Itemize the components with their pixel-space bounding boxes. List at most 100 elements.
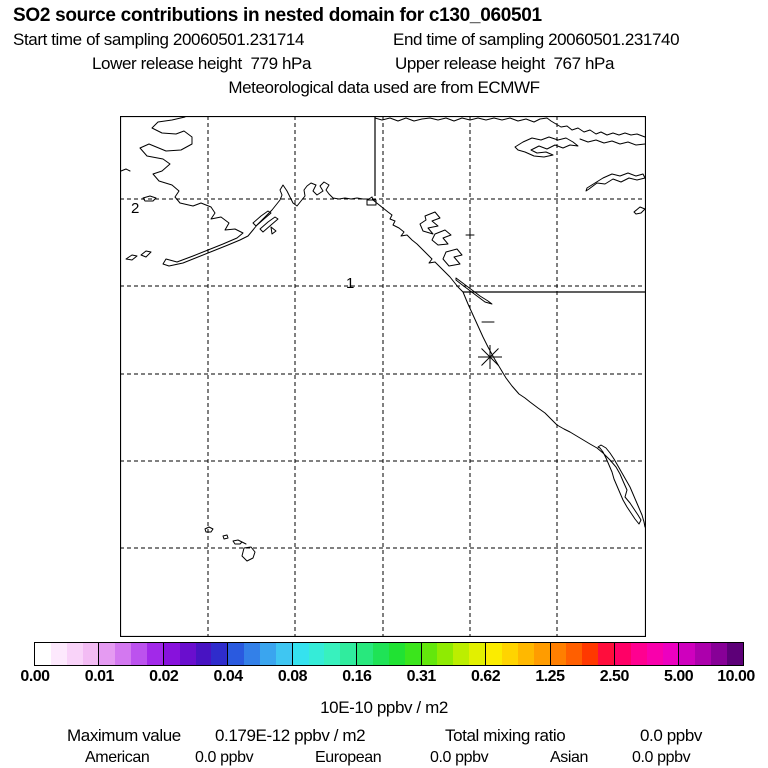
colorbar-cell bbox=[646, 643, 663, 665]
coast-cross-mark bbox=[465, 230, 475, 239]
colorbar-cell bbox=[598, 643, 614, 665]
colorbar-cell bbox=[711, 643, 727, 665]
colorbar-cell bbox=[404, 643, 421, 665]
colorbar-cell bbox=[162, 643, 180, 665]
colorbar-cell bbox=[179, 643, 196, 665]
left-border-islet bbox=[120, 168, 131, 172]
se-alaska-island-2 bbox=[431, 229, 452, 246]
met-source-label: Meteorological data used are from ECMWF bbox=[228, 78, 540, 97]
colorbar-cell bbox=[227, 643, 245, 665]
maximum-value-label: Maximum value bbox=[67, 726, 181, 745]
colorbar-tick-label: 10.00 bbox=[717, 668, 755, 685]
great-slave-lake bbox=[585, 172, 646, 192]
region-american-label: American bbox=[85, 749, 150, 766]
colorbar-tick-label: 0.62 bbox=[470, 668, 501, 685]
lower-release-label: Lower release height 779 hPa bbox=[92, 54, 312, 73]
colorbar-cell bbox=[549, 643, 567, 665]
map-svg: 2 1 bbox=[120, 116, 646, 637]
colorbar-cell bbox=[291, 643, 309, 665]
colorbar-cell bbox=[340, 643, 357, 665]
kodiak-island-1 bbox=[252, 210, 272, 227]
colorbar-tick-label: 0.31 bbox=[406, 668, 437, 685]
total-mixing-ratio-label: Total mixing ratio bbox=[445, 726, 566, 745]
se-alaska-island-1 bbox=[419, 211, 441, 235]
colorbar-cell bbox=[115, 643, 132, 665]
nunivak-island bbox=[142, 195, 157, 202]
colorbar-tick-label: 0.02 bbox=[149, 668, 179, 685]
colorbar-cell bbox=[662, 643, 679, 665]
hawaii-maui bbox=[232, 539, 247, 545]
region-european-label: European bbox=[315, 749, 382, 766]
figure-title: SO2 source contributions in nested domai… bbox=[13, 5, 542, 26]
colorbar-tick-label: 0.00 bbox=[20, 668, 50, 685]
colorbar-cell bbox=[260, 643, 276, 665]
colorbar-cell bbox=[678, 643, 696, 665]
upper-release-label: Upper release height 767 hPa bbox=[395, 54, 615, 73]
west-coastline bbox=[371, 196, 646, 528]
colorbar-cell bbox=[131, 643, 148, 665]
colorbar-tick-label: 2.50 bbox=[599, 668, 630, 685]
sampling-start-label: Start time of sampling 20060501.231714 bbox=[13, 30, 305, 49]
colorbar bbox=[34, 642, 744, 666]
arctic-coastline bbox=[374, 117, 646, 138]
colorbar-cell bbox=[695, 643, 712, 665]
colorbar-cell bbox=[726, 643, 743, 665]
colorbar-cell bbox=[485, 643, 502, 665]
aleutian-islet-2 bbox=[140, 250, 152, 258]
colorbar-tick-label: 0.08 bbox=[277, 668, 308, 685]
map-grid-label-2: 2 bbox=[131, 200, 139, 217]
colorbar-cell bbox=[35, 643, 51, 665]
colorbar-cell bbox=[211, 643, 228, 665]
sampling-location-star-marker bbox=[478, 345, 502, 369]
arctic-coastline-2 bbox=[579, 138, 646, 146]
colorbar-tick-label: 1.25 bbox=[535, 668, 565, 685]
maximum-value: 0.179E-12 ppbv / m2 bbox=[215, 726, 366, 745]
colorbar-cell bbox=[98, 643, 116, 665]
colorbar-cell bbox=[373, 643, 389, 665]
colorbar-cell bbox=[50, 643, 67, 665]
map-grid-label-1: 1 bbox=[346, 275, 354, 292]
colorbar-cell bbox=[630, 643, 647, 665]
colorbar-cell bbox=[82, 643, 99, 665]
vancouver-island bbox=[455, 277, 493, 305]
colorbar-cell bbox=[244, 643, 261, 665]
colorbar-tick-label: 5.00 bbox=[664, 668, 694, 685]
aleutian-islet-1 bbox=[125, 254, 138, 261]
region-european-value: 0.0 ppbv bbox=[430, 749, 489, 766]
colorbar-cell bbox=[356, 643, 374, 665]
colorbar-cell bbox=[517, 643, 534, 665]
alaska-coastline bbox=[139, 116, 373, 267]
longitude-gridlines bbox=[207, 116, 558, 636]
colorbar-cell bbox=[582, 643, 599, 665]
sampling-end-label: End time of sampling 20060501.231740 bbox=[393, 30, 680, 49]
colorbar-cell bbox=[147, 643, 163, 665]
colorbar-cell bbox=[308, 643, 325, 665]
great-bear-lake bbox=[514, 136, 579, 158]
colorbar-cell bbox=[437, 643, 454, 665]
colorbar-cell bbox=[469, 643, 486, 665]
colorbar-tick-label: 0.01 bbox=[84, 668, 115, 685]
colorbar-cell bbox=[566, 643, 583, 665]
map-panel: 2 1 bbox=[120, 116, 646, 637]
hawaii-kauai bbox=[204, 526, 214, 533]
hawaii-big-island bbox=[241, 546, 256, 562]
colorbar-unit-label: 10E-10 ppbv / m2 bbox=[320, 698, 448, 717]
total-mixing-ratio-value: 0.0 ppbv bbox=[640, 726, 703, 745]
colorbar-tick-label: 0.04 bbox=[213, 668, 244, 685]
hawaii-oahu bbox=[222, 534, 229, 540]
se-alaska-island-3 bbox=[442, 248, 463, 267]
colorbar-cell bbox=[453, 643, 470, 665]
right-border-islet bbox=[633, 206, 646, 215]
colorbar-cell bbox=[388, 643, 405, 665]
colorbar-cell bbox=[66, 643, 83, 665]
colorbar-cell bbox=[324, 643, 341, 665]
colorbar-cell bbox=[501, 643, 518, 665]
colorbar-cell bbox=[420, 643, 438, 665]
latitude-gridlines bbox=[120, 198, 645, 549]
colorbar-cell bbox=[613, 643, 631, 665]
kodiak-island-3 bbox=[270, 226, 277, 235]
region-asian-value: 0.0 ppbv bbox=[632, 749, 691, 766]
colorbar-cell bbox=[195, 643, 212, 665]
region-asian-label: Asian bbox=[550, 749, 589, 766]
kodiak-island-2 bbox=[259, 216, 279, 233]
